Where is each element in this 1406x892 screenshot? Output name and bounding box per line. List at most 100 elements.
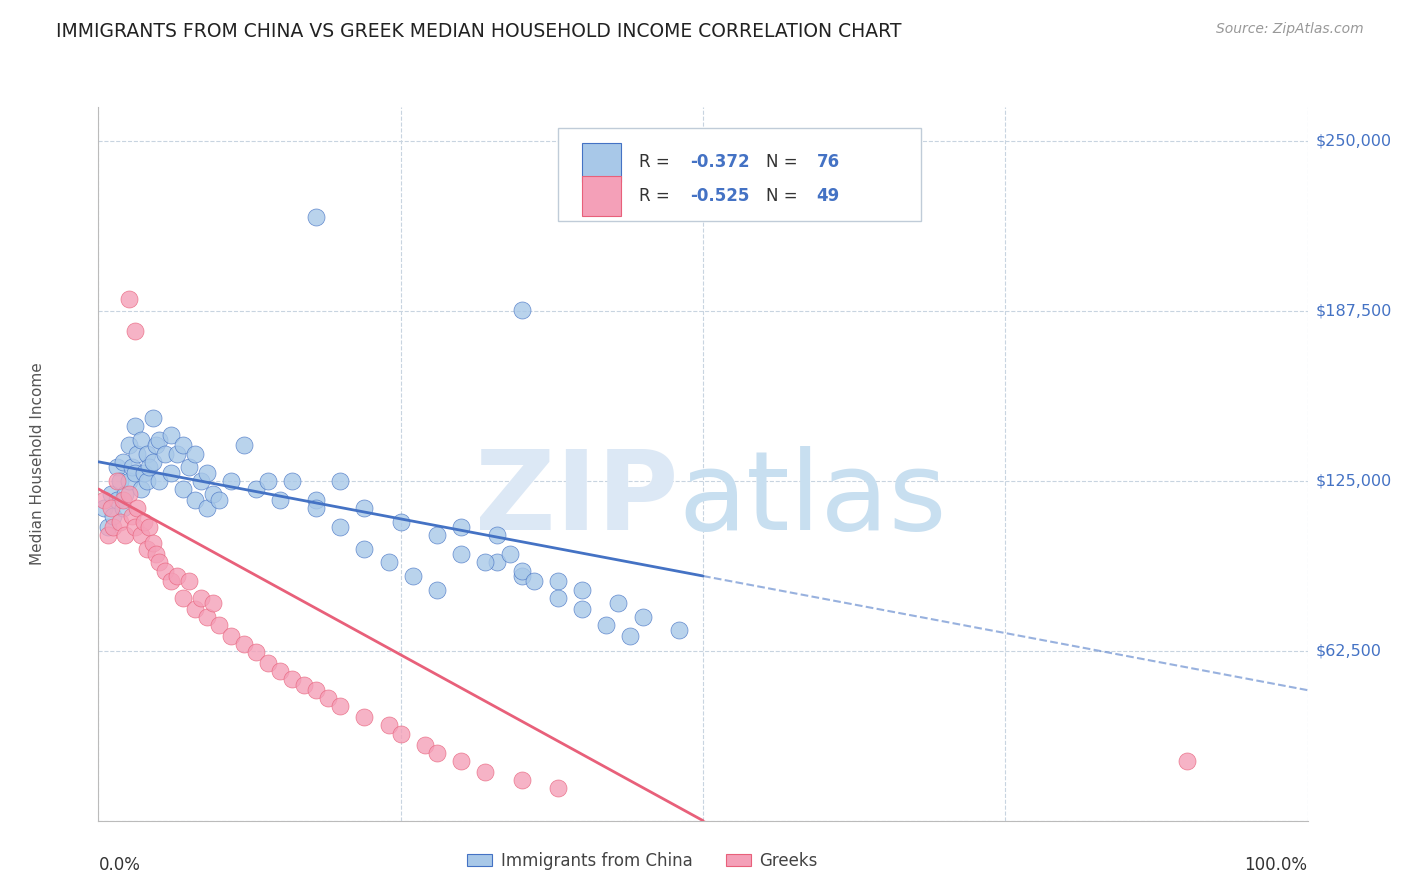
- Text: $62,500: $62,500: [1316, 643, 1382, 658]
- Point: [134, 515, 156, 529]
- Point: [221, 629, 243, 643]
- Point: [450, 520, 472, 534]
- FancyBboxPatch shape: [582, 143, 621, 182]
- Point: [105, 460, 128, 475]
- Point: [619, 629, 641, 643]
- Point: [329, 520, 352, 534]
- Point: [305, 501, 328, 516]
- Point: [202, 487, 225, 501]
- Text: Source: ZipAtlas.com: Source: ZipAtlas.com: [1216, 22, 1364, 37]
- Point: [111, 501, 134, 516]
- Point: [108, 474, 131, 488]
- Point: [160, 427, 183, 442]
- Point: [281, 673, 304, 687]
- Point: [108, 515, 131, 529]
- Point: [93, 492, 115, 507]
- Text: $187,500: $187,500: [1316, 303, 1392, 318]
- Point: [232, 637, 254, 651]
- Point: [124, 324, 146, 338]
- Text: $250,000: $250,000: [1316, 134, 1392, 149]
- Text: -0.372: -0.372: [690, 153, 749, 171]
- Point: [292, 678, 315, 692]
- Point: [129, 528, 152, 542]
- Point: [486, 555, 509, 569]
- Point: [281, 474, 304, 488]
- FancyBboxPatch shape: [558, 128, 921, 221]
- Point: [101, 520, 124, 534]
- Point: [402, 569, 425, 583]
- Point: [118, 438, 141, 452]
- Point: [124, 419, 146, 434]
- Point: [172, 482, 194, 496]
- Point: [177, 460, 201, 475]
- Point: [97, 528, 120, 542]
- Point: [353, 541, 375, 556]
- Point: [523, 574, 546, 589]
- Point: [256, 474, 278, 488]
- Point: [571, 582, 593, 597]
- Text: 0.0%: 0.0%: [98, 856, 141, 874]
- Text: R =: R =: [638, 187, 675, 205]
- Point: [184, 447, 207, 461]
- Point: [100, 487, 122, 501]
- Point: [269, 664, 291, 678]
- Point: [124, 520, 146, 534]
- Point: [474, 764, 496, 779]
- Point: [202, 596, 225, 610]
- Point: [195, 501, 218, 516]
- Point: [135, 541, 157, 556]
- Point: [607, 596, 630, 610]
- Point: [413, 738, 436, 752]
- Point: [221, 474, 243, 488]
- Point: [547, 780, 569, 795]
- Point: [450, 547, 472, 561]
- Point: [118, 292, 141, 306]
- Point: [208, 618, 231, 632]
- Point: [129, 482, 152, 496]
- Point: [142, 411, 165, 425]
- Point: [153, 564, 176, 578]
- Point: [166, 569, 188, 583]
- Point: [97, 520, 120, 534]
- Point: [177, 574, 201, 589]
- Point: [305, 492, 328, 507]
- Point: [208, 492, 231, 507]
- Point: [510, 302, 533, 317]
- Point: [305, 683, 328, 698]
- Text: 49: 49: [817, 187, 839, 205]
- Text: 100.0%: 100.0%: [1244, 856, 1308, 874]
- Point: [101, 509, 124, 524]
- Point: [232, 438, 254, 452]
- Point: [184, 601, 207, 615]
- Point: [426, 582, 449, 597]
- Text: IMMIGRANTS FROM CHINA VS GREEK MEDIAN HOUSEHOLD INCOME CORRELATION CHART: IMMIGRANTS FROM CHINA VS GREEK MEDIAN HO…: [56, 22, 901, 41]
- Point: [256, 656, 278, 670]
- Point: [510, 772, 533, 787]
- Point: [118, 487, 141, 501]
- Point: [547, 574, 569, 589]
- Point: [195, 609, 218, 624]
- Text: 76: 76: [817, 153, 839, 171]
- Point: [127, 447, 149, 461]
- Point: [105, 474, 128, 488]
- Point: [93, 501, 115, 516]
- Point: [316, 691, 339, 706]
- Point: [142, 536, 165, 550]
- Point: [329, 699, 352, 714]
- Point: [190, 591, 212, 605]
- Point: [114, 487, 136, 501]
- Point: [353, 710, 375, 724]
- Point: [138, 460, 160, 475]
- Point: [111, 455, 134, 469]
- Point: [105, 492, 128, 507]
- Point: [595, 618, 617, 632]
- Point: [190, 474, 212, 488]
- Point: [100, 501, 122, 516]
- Point: [148, 555, 170, 569]
- Point: [305, 210, 328, 224]
- Point: [1175, 754, 1198, 768]
- Point: [329, 474, 352, 488]
- Point: [486, 528, 509, 542]
- Point: [118, 474, 141, 488]
- Point: [631, 609, 654, 624]
